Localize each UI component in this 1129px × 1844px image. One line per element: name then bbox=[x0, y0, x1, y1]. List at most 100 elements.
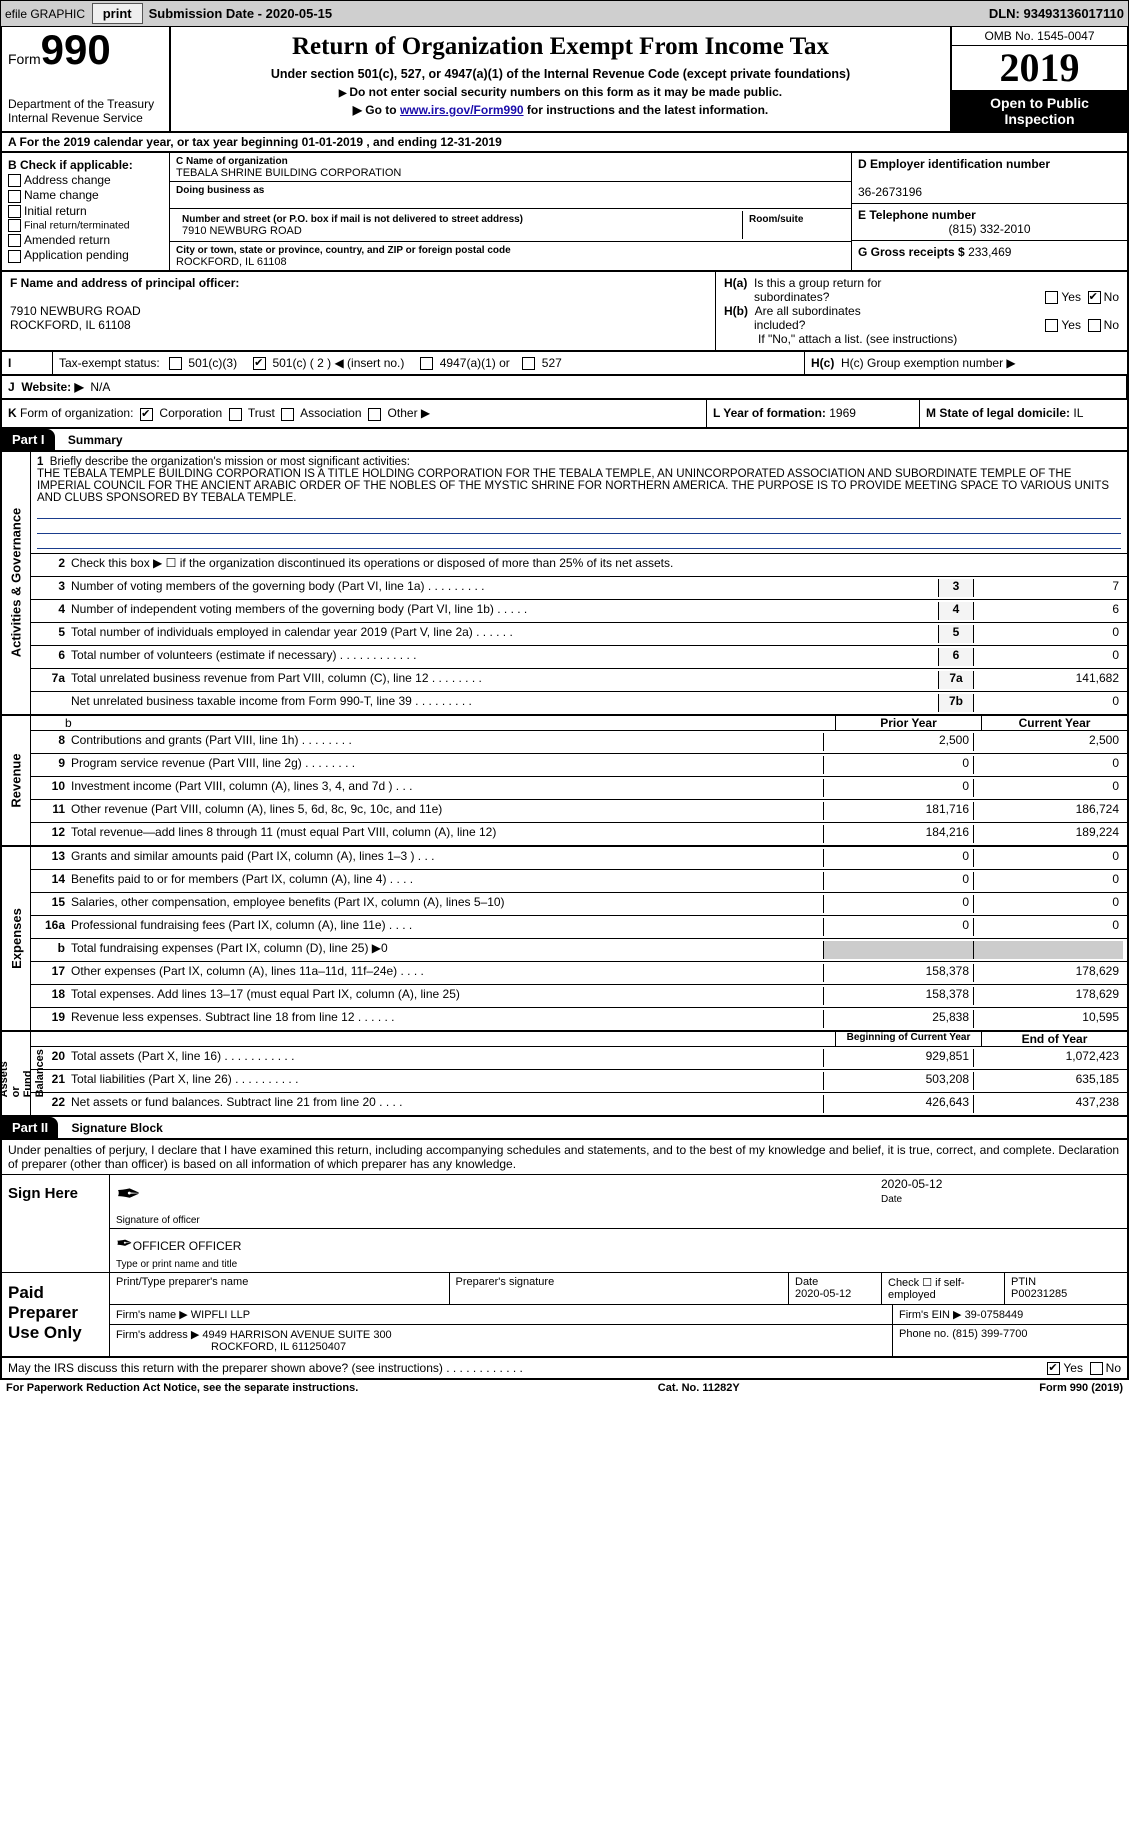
line-6: 6Total number of volunteers (estimate if… bbox=[31, 646, 1127, 669]
omb-number: OMB No. 1545-0047 bbox=[952, 27, 1127, 46]
row-i: I Tax-exempt status: 501(c)(3) 501(c) ( … bbox=[0, 352, 1129, 376]
header-left: Form990 Department of the Treasury Inter… bbox=[2, 27, 171, 131]
form-word: Form bbox=[8, 51, 41, 67]
cb-application[interactable]: Application pending bbox=[8, 248, 163, 262]
part-ii-tag: Part II bbox=[2, 1117, 58, 1138]
section-bcdefg: B Check if applicable: Address change Na… bbox=[0, 153, 1129, 272]
line-21: 21Total liabilities (Part X, line 26) . … bbox=[31, 1070, 1127, 1093]
activities-governance-section: Activities & Governance 1 Briefly descri… bbox=[0, 452, 1129, 716]
box-g: G Gross receipts $ 233,469 bbox=[852, 241, 1127, 263]
cb-trust[interactable] bbox=[229, 408, 242, 421]
no-ssn-note: Do not enter social security numbers on … bbox=[177, 85, 944, 99]
box-c: C Name of organizationTEBALA SHRINE BUIL… bbox=[170, 153, 852, 270]
header-right: OMB No. 1545-0047 2019 Open to Public In… bbox=[950, 27, 1127, 131]
efile-label: efile GRAPHIC bbox=[5, 7, 85, 21]
box-b: B Check if applicable: Address change Na… bbox=[2, 153, 170, 270]
line-13: 13Grants and similar amounts paid (Part … bbox=[31, 847, 1127, 870]
discuss-row: May the IRS discuss this return with the… bbox=[0, 1358, 1129, 1380]
sig-officer-label: Signature of officer bbox=[116, 1215, 200, 1226]
cb-527[interactable] bbox=[522, 357, 535, 370]
ein: 36-2673196 bbox=[858, 185, 922, 199]
mission-block: 1 Briefly describe the organization's mi… bbox=[31, 452, 1127, 554]
h-b: H(b) Are all subordinates included? Yes … bbox=[724, 304, 1119, 332]
submission-date: Submission Date - 2020-05-15 bbox=[149, 6, 333, 21]
cb-other[interactable] bbox=[368, 408, 381, 421]
city-cell: City or town, state or province, country… bbox=[170, 242, 851, 270]
row-klm: K Form of organization: Corporation Trus… bbox=[0, 400, 1129, 428]
gross-receipts: 233,469 bbox=[968, 245, 1011, 259]
line-19: 19Revenue less expenses. Subtract line 1… bbox=[31, 1008, 1127, 1030]
self-employed-check[interactable]: Check ☐ if self-employed bbox=[888, 1277, 965, 1301]
row-j: J Website: ▶ N/A bbox=[0, 376, 1129, 400]
form-ref: Form 990 (2019) bbox=[1039, 1382, 1123, 1394]
signature-block: Under penalties of perjury, I declare th… bbox=[0, 1140, 1129, 1358]
preparer-row-3: Firm's address ▶ 4949 HARRISON AVENUE SU… bbox=[110, 1325, 1127, 1356]
form-number: 990 bbox=[41, 26, 111, 73]
form-subtitle: Under section 501(c), 527, or 4947(a)(1)… bbox=[177, 67, 944, 81]
header-middle: Return of Organization Exempt From Incom… bbox=[171, 27, 950, 131]
vtab-na: Net Assets or Fund Balances bbox=[2, 1032, 31, 1115]
line-2: 2Check this box ▶ ☐ if the organization … bbox=[31, 554, 1127, 577]
tax-year: 2019 bbox=[952, 46, 1127, 91]
line-7b: Net unrelated business taxable income fr… bbox=[31, 692, 1127, 714]
cb-name[interactable]: Name change bbox=[8, 188, 163, 202]
expenses-section: Expenses 13Grants and similar amounts pa… bbox=[0, 847, 1129, 1032]
topbar: efile GRAPHIC print Submission Date - 20… bbox=[0, 0, 1129, 27]
cb-final[interactable]: Final return/terminated bbox=[8, 219, 163, 232]
box-d: D Employer identification number36-26731… bbox=[852, 153, 1127, 204]
goto-line: ▶ Go to www.irs.gov/Form990 for instruct… bbox=[177, 103, 944, 117]
line-b: bTotal fundraising expenses (Part IX, co… bbox=[31, 939, 1127, 962]
tax-exempt-status: Tax-exempt status: 501(c)(3) 501(c) ( 2 … bbox=[53, 352, 805, 374]
org-name: TEBALA SHRINE BUILDING CORPORATION bbox=[176, 167, 401, 179]
line-22: 22Net assets or fund balances. Subtract … bbox=[31, 1093, 1127, 1115]
line-7a: 7aTotal unrelated business revenue from … bbox=[31, 669, 1127, 692]
box-m: M State of legal domicile: IL bbox=[920, 400, 1127, 426]
street-cell: Number and street (or P.O. box if mail i… bbox=[170, 209, 851, 242]
cb-assoc[interactable] bbox=[281, 408, 294, 421]
cb-discuss-no[interactable] bbox=[1090, 1362, 1103, 1375]
part-ii-header: Part II Signature Block bbox=[0, 1117, 1129, 1140]
line-5: 5Total number of individuals employed in… bbox=[31, 623, 1127, 646]
line-8: 8Contributions and grants (Part VIII, li… bbox=[31, 731, 1127, 754]
line-18: 18Total expenses. Add lines 13–17 (must … bbox=[31, 985, 1127, 1008]
box-k: K Form of organization: Corporation Trus… bbox=[2, 400, 707, 426]
org-name-cell: C Name of organizationTEBALA SHRINE BUIL… bbox=[170, 153, 851, 182]
h-a: H(a) Is this a group return for subordin… bbox=[724, 276, 1119, 304]
firm-phone: (815) 399-7700 bbox=[952, 1328, 1027, 1340]
cb-501c3[interactable] bbox=[169, 357, 182, 370]
footer-line: For Paperwork Reduction Act Notice, see … bbox=[0, 1380, 1129, 1396]
line-15: 15Salaries, other compensation, employee… bbox=[31, 893, 1127, 916]
instructions-link[interactable]: www.irs.gov/Form990 bbox=[400, 103, 524, 117]
part-i-title: Summary bbox=[68, 433, 123, 447]
pra-notice: For Paperwork Reduction Act Notice, see … bbox=[6, 1382, 358, 1394]
preparer-row-2: Firm's name ▶ WIPFLI LLP Firm's EIN ▶ 39… bbox=[110, 1305, 1127, 1325]
open-to-public: Open to Public Inspection bbox=[952, 91, 1127, 131]
box-deg: D Employer identification number36-26731… bbox=[852, 153, 1127, 270]
dln: DLN: 93493136017110 bbox=[989, 6, 1124, 21]
line-20: 20Total assets (Part X, line 16) . . . .… bbox=[31, 1047, 1127, 1070]
cb-amended[interactable]: Amended return bbox=[8, 233, 163, 247]
line-17: 17Other expenses (Part IX, column (A), l… bbox=[31, 962, 1127, 985]
i-label: I bbox=[2, 352, 53, 374]
box-e: E Telephone number(815) 332-2010 bbox=[852, 204, 1127, 241]
part-i-tag: Part I bbox=[2, 429, 55, 450]
vtab-exp: Expenses bbox=[2, 847, 31, 1030]
officer-name: OFFICER OFFICER bbox=[133, 1239, 242, 1253]
cb-501c[interactable] bbox=[253, 357, 266, 370]
sig-date: 2020-05-12 bbox=[881, 1177, 942, 1191]
line-10: 10Investment income (Part VIII, column (… bbox=[31, 777, 1127, 800]
firm-name: WIPFLI LLP bbox=[191, 1309, 250, 1321]
cb-discuss-yes[interactable] bbox=[1047, 1362, 1060, 1375]
print-button[interactable]: print bbox=[92, 3, 143, 24]
cb-4947[interactable] bbox=[420, 357, 433, 370]
cb-initial[interactable]: Initial return bbox=[8, 204, 163, 218]
part-i-header: Part I Summary bbox=[0, 429, 1129, 452]
line-14: 14Benefits paid to or for members (Part … bbox=[31, 870, 1127, 893]
box-h: H(a) Is this a group return for subordin… bbox=[716, 272, 1127, 350]
section-fh: F Name and address of principal officer:… bbox=[0, 272, 1129, 352]
cb-corp[interactable] bbox=[140, 408, 153, 421]
cb-address[interactable]: Address change bbox=[8, 173, 163, 187]
paid-preparer-label: Paid Preparer Use Only bbox=[2, 1273, 110, 1356]
line-a: A For the 2019 calendar year, or tax yea… bbox=[0, 133, 1129, 153]
website: N/A bbox=[90, 380, 110, 394]
